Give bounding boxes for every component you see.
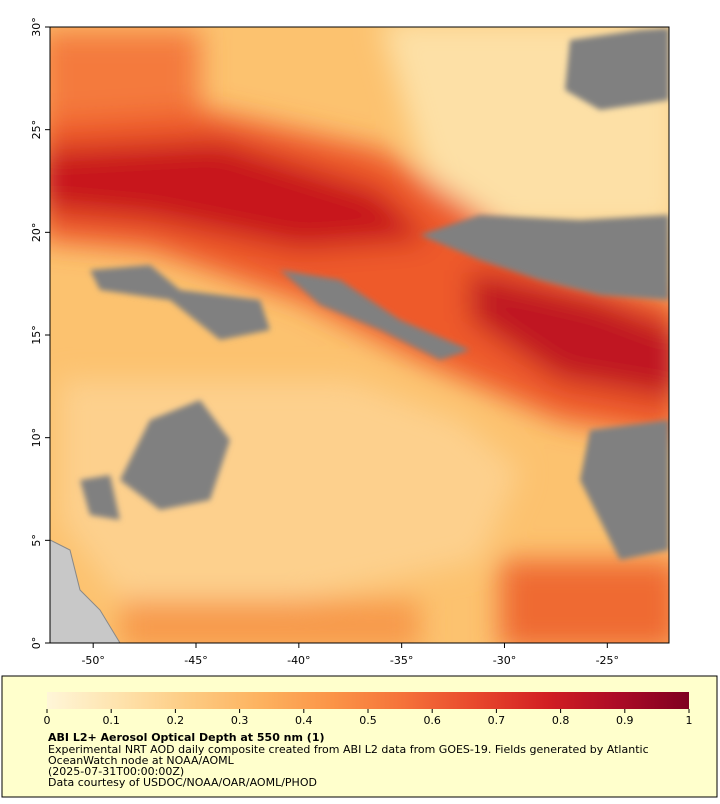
colorbar-tick-label: 0.5	[359, 714, 377, 727]
colorbar-tick-label: 0.1	[102, 714, 120, 727]
lat-tick-label: 25°	[30, 120, 43, 140]
colorbar-tick-label: 0.7	[488, 714, 506, 727]
colorbar-scale	[47, 692, 689, 709]
colorbar-tick-label: 0.8	[552, 714, 570, 727]
lat-tick-label: 5°	[30, 534, 43, 547]
lon-tick-label: -45°	[184, 654, 207, 667]
legend-line: Data courtesy of USDOC/NOAA/OAR/AOML/PHO…	[48, 776, 317, 789]
legend-line: Experimental NRT AOD daily composite cre…	[48, 743, 649, 756]
colorbar-tick-label: 0.6	[423, 714, 441, 727]
colorbar-tick-label: 0.3	[231, 714, 249, 727]
colorbar-tick-label: 0.4	[295, 714, 313, 727]
colorbar: 0 0.1 0.2 0.3 0.4 0.5 0.6 0.7 0.8 0.9 1	[44, 692, 693, 727]
lat-tick-label: 20°	[30, 223, 43, 243]
lat-tick-label: 10°	[30, 428, 43, 448]
lon-tick-label: -50°	[81, 654, 104, 667]
lon-tick-label: -30°	[493, 654, 516, 667]
legend-title: ABI L2+ Aerosol Optical Depth at 550 nm …	[48, 731, 325, 744]
legend-line: OceanWatch node at NOAA/AOML	[48, 754, 235, 767]
colorbar-tick-label: 1	[686, 714, 693, 727]
lon-tick-label: -25°	[596, 654, 619, 667]
lat-tick-label: 15°	[30, 325, 43, 345]
colorbar-tick-label: 0.9	[616, 714, 634, 727]
colorbar-tick-label: 0	[44, 714, 51, 727]
legend-line: (2025-07-31T00:00:00Z)	[48, 765, 184, 778]
colorbar-tick-label: 0.2	[167, 714, 185, 727]
lat-tick-label: 0°	[30, 637, 43, 650]
lon-tick-label: -35°	[390, 654, 413, 667]
lat-tick-label: 30°	[30, 17, 43, 37]
aod-map	[50, 27, 669, 643]
lon-tick-label: -40°	[287, 654, 310, 667]
